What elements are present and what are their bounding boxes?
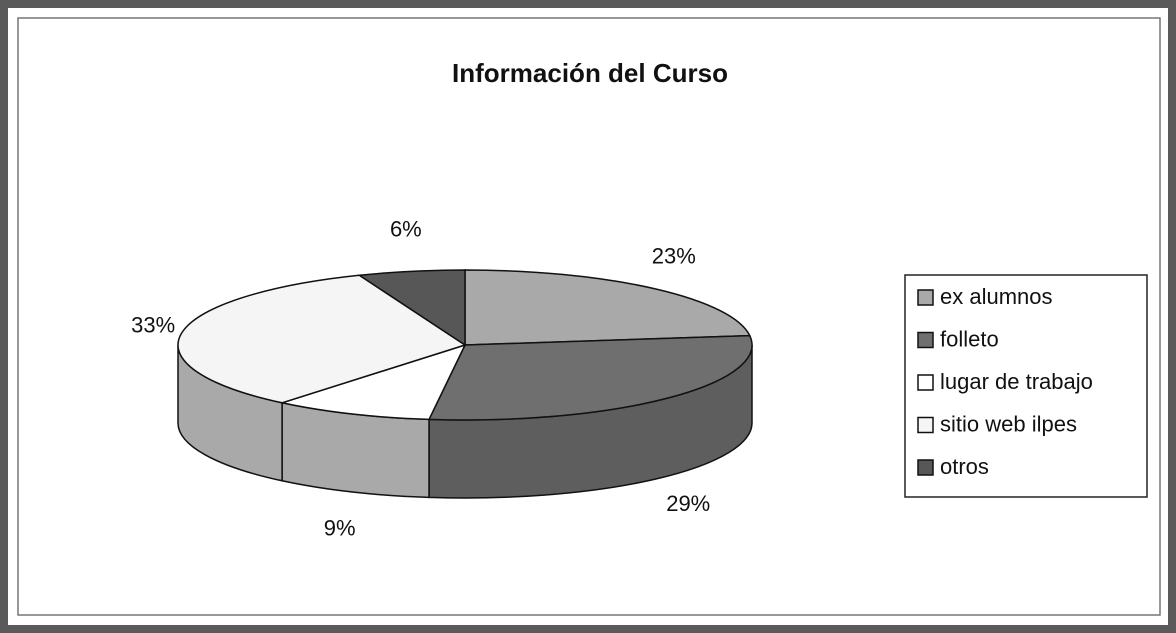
pie-slice (279, 343, 467, 421)
pie-slice (464, 269, 751, 346)
data-label: 6% (390, 217, 422, 242)
legend-swatch (917, 459, 934, 476)
data-label: 33% (131, 313, 175, 338)
chart-title: Información del Curso (452, 58, 728, 88)
legend-label: ex alumnos (940, 284, 1053, 309)
data-label: 9% (324, 516, 356, 541)
legend-label: folleto (940, 326, 999, 351)
pie-slice (177, 274, 467, 404)
legend-swatch (917, 416, 934, 434)
legend-label: otros (940, 454, 989, 479)
data-label: 23% (652, 244, 696, 269)
pie-slice (427, 334, 753, 421)
legend-swatch (917, 289, 934, 306)
legend-swatch (917, 374, 934, 391)
legend-swatch (917, 331, 934, 349)
data-label: 29% (666, 491, 710, 516)
legend-box (904, 274, 1148, 498)
legend-label: sitio web ilpes (940, 411, 1077, 436)
pie-slice (357, 269, 466, 347)
legend-label: lugar de trabajo (940, 369, 1093, 394)
